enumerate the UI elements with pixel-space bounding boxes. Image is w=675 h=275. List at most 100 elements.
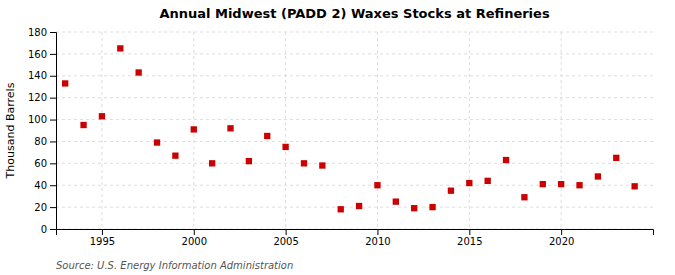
plot-area: 1995 2000 2005 2010 2015 2020 0 20 40 60 80 100 120 1… [28,27,654,247]
chart: 1995 2000 2005 2010 2015 2020 0 20 40 60 80 100 120 1… [0,0,675,275]
x-tick: 2005 [273,229,298,247]
point [448,188,454,194]
grid-line-y [56,75,653,76]
point [282,144,288,150]
y-tick-mark [50,120,56,121]
point [191,126,197,132]
y-tick-mark [50,54,56,55]
point [338,206,344,212]
y-tick-label: 80 [34,136,47,147]
y-tick: 60 [34,158,56,169]
y-tick-mark [50,163,56,164]
point [613,155,619,161]
y-tick-mark [50,141,56,142]
y-tick-mark [50,207,56,208]
point [411,205,417,211]
y-tick-mark [50,76,56,77]
grid-line-y [56,141,653,142]
point [99,113,105,119]
x-tick-label: 2020 [549,236,574,247]
y-tick-label: 100 [28,114,47,125]
x-tick: 2000 [182,229,207,247]
y-tick: 180 [28,27,56,38]
y-tick-mark [50,32,56,33]
grid-line-x [285,32,286,229]
point [62,80,68,86]
x-tick-mark [469,229,470,235]
points [62,45,638,212]
x-tick-mark [377,229,378,235]
grid [56,32,653,229]
y-axis: 0 20 40 60 80 100 120 140 160 180 [28,27,57,235]
y-tick-label: 20 [34,202,47,213]
grid-line-y [56,32,653,33]
point [485,178,491,184]
x-tick: 2020 [549,229,574,247]
y-tick-label: 40 [34,180,47,191]
grid-line-x [377,32,378,229]
point [595,173,601,179]
y-tick: 100 [28,114,56,125]
x-tick-mark [102,229,103,235]
x-tick-mark [286,229,287,235]
grid-line-y [56,163,653,164]
point [319,162,325,168]
point [558,181,564,187]
point [209,160,215,166]
grid-line-y [56,207,653,208]
y-tick: 120 [28,92,56,103]
point [540,181,546,187]
point [374,182,380,188]
y-tick: 20 [34,202,56,213]
y-tick-label: 60 [34,158,47,169]
point [503,157,509,163]
y-tick-mark [50,185,56,186]
y-tick: 160 [28,49,56,60]
grid-line-x [469,32,470,229]
point [301,160,307,166]
y-tick-mark [50,229,56,230]
x-tick-mark [194,229,195,235]
point [246,158,252,164]
y-tick-label: 180 [28,27,47,38]
y-tick-mark [50,98,56,99]
point [117,45,123,51]
x-tick-label: 2005 [273,236,298,247]
x-tick-label: 2000 [182,236,207,247]
grid-line-y [56,97,653,98]
x-axis: 1995 2000 2005 2010 2015 2020 [57,229,654,247]
point [576,182,582,188]
x-tick-mark [561,229,562,235]
point [466,180,472,186]
grid-line-y [56,119,653,120]
point [154,139,160,145]
point [521,194,527,200]
x-tick: 2015 [457,229,482,247]
point [135,69,141,75]
y-axis-label: Thousand Barrels [4,82,17,179]
grid-line-x [101,32,102,229]
x-tick-label: 2015 [457,236,482,247]
grid-line-y [56,53,653,54]
point [172,153,178,159]
grid-line-x [561,32,562,229]
y-tick-label: 0 [41,224,47,235]
point [356,203,362,209]
y-tick: 80 [34,136,56,147]
x-axis-line [57,230,654,236]
x-tick-label: 2010 [365,236,390,247]
x-tick-label: 1995 [90,236,115,247]
y-tick: 140 [28,70,56,81]
point [393,198,399,204]
source-annotation: Source: U.S. Energy Information Administ… [56,260,293,271]
y-tick: 40 [34,180,56,191]
point [429,204,435,210]
y-tick-label: 160 [28,49,47,60]
point [227,125,233,131]
x-tick: 2010 [365,229,390,247]
point [80,122,86,128]
y-tick-label: 140 [28,70,47,81]
y-tick: 0 [41,224,56,235]
x-tick: 1995 [90,229,115,247]
point [631,183,637,189]
